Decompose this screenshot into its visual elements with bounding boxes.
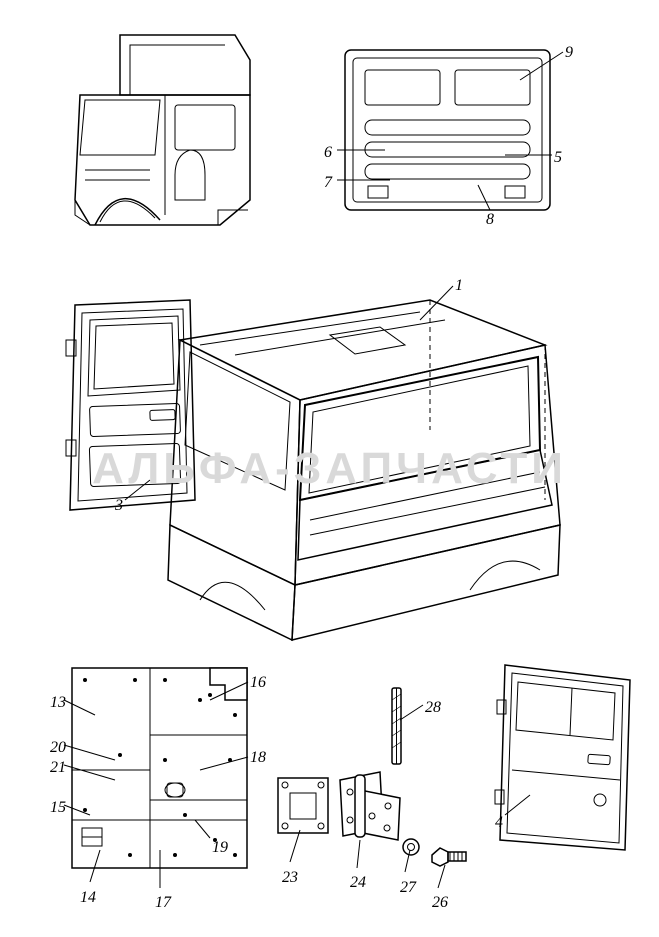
washer — [403, 839, 419, 855]
leader-line — [420, 286, 453, 320]
callout-number: 15 — [50, 800, 66, 816]
leader-line — [64, 700, 95, 715]
callout-number: 5 — [554, 150, 562, 166]
leader-line — [357, 840, 360, 868]
callout-number: 17 — [155, 895, 171, 911]
callout-number: 28 — [425, 700, 441, 716]
leader-line — [90, 850, 100, 882]
leader-line — [438, 865, 445, 888]
cab-main-isometric — [168, 300, 560, 640]
callout-number: 23 — [282, 870, 298, 886]
callout-number: 6 — [324, 145, 332, 161]
callout-number: 24 — [350, 875, 366, 891]
callout-number: 14 — [80, 890, 96, 906]
callout-number: 1 — [455, 278, 463, 294]
leader-line — [400, 705, 423, 720]
callout-number: 19 — [212, 840, 228, 856]
door-left-interior — [66, 300, 195, 510]
floor-panel — [72, 668, 247, 868]
callout-number: 13 — [50, 695, 66, 711]
callout-number: 26 — [432, 895, 448, 911]
leader-line — [290, 830, 300, 862]
diagram-canvas: АЛЬФА-ЗАПЧАСТИ — [0, 0, 659, 937]
door-hinge — [340, 772, 400, 840]
cab-rear-view-small — [345, 50, 550, 210]
callout-number: 7 — [324, 175, 332, 191]
technical-drawing — [0, 0, 659, 937]
callout-number: 27 — [400, 880, 416, 896]
hinge-pin — [392, 688, 401, 764]
callout-number: 8 — [486, 212, 494, 228]
door-right-exterior — [495, 665, 630, 850]
callout-number: 20 — [50, 740, 66, 756]
leader-line — [505, 795, 530, 815]
callout-number: 9 — [565, 45, 573, 61]
leader-line — [200, 757, 248, 770]
cab-side-view-small — [75, 35, 250, 225]
leader-line — [478, 185, 490, 210]
bolt — [432, 848, 466, 866]
callout-leaders — [64, 52, 563, 888]
callout-number: 4 — [495, 815, 503, 831]
leader-line — [195, 820, 210, 838]
callout-number: 16 — [250, 675, 266, 691]
callout-number: 21 — [50, 760, 66, 776]
callout-number: 18 — [250, 750, 266, 766]
mounting-plate — [278, 778, 328, 833]
callout-number: 3 — [115, 498, 123, 514]
